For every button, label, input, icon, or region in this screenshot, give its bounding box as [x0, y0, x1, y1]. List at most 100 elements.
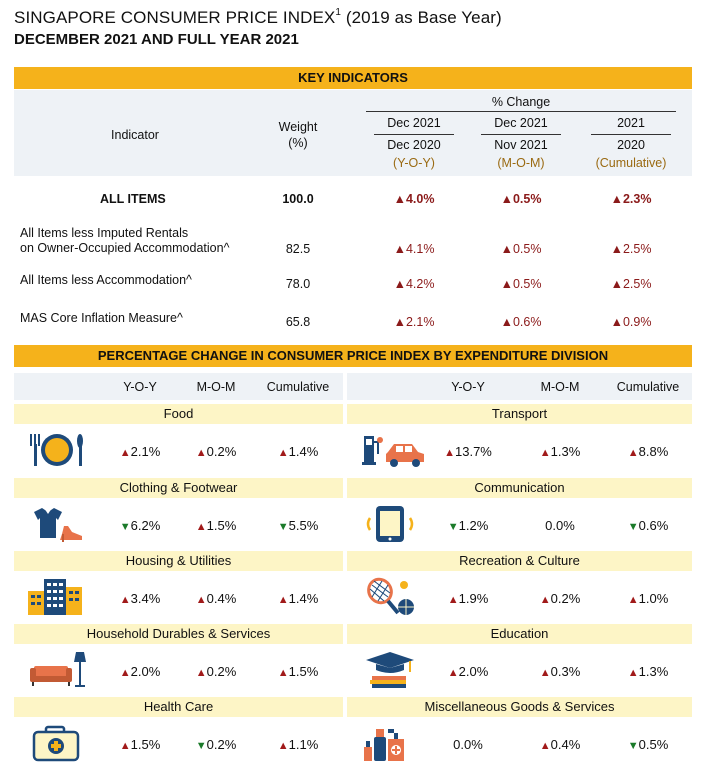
change-value: 0.5% [638, 737, 669, 752]
division-change: 0.0% [428, 737, 508, 752]
up-arrow-icon: ▲ [119, 740, 131, 752]
smartphone-icon [360, 504, 420, 549]
division-change: ▲1.0% [608, 591, 688, 606]
change-value: 0.3% [550, 664, 581, 679]
up-arrow-icon: ▲ [195, 521, 207, 533]
up-arrow-icon: ▲ [277, 447, 289, 459]
division-col-header: Cumulative [266, 380, 330, 394]
indicator-change: ▲4.1% [366, 242, 462, 256]
change-value: 1.5% [206, 518, 237, 533]
up-arrow-icon: ▲ [610, 242, 623, 256]
change-value: 0.2% [206, 444, 237, 459]
graduation-books-icon [360, 650, 420, 695]
division-name: Health Care [14, 697, 343, 717]
indicator-header: Indicator [111, 128, 159, 142]
col-header-top: Dec 2021 [387, 116, 441, 130]
header-divider [366, 111, 676, 112]
change-value: 2.1% [130, 444, 161, 459]
col-header-top: 2021 [617, 116, 645, 130]
change-value: 0.5% [512, 242, 542, 256]
division-col-header: M-O-M [196, 380, 236, 394]
weight-unit: (%) [288, 136, 308, 150]
division-change: ▲2.0% [100, 664, 180, 679]
up-arrow-icon: ▲ [393, 315, 406, 329]
up-arrow-icon: ▲ [447, 667, 459, 679]
col-header-top: Dec 2021 [494, 116, 548, 130]
up-arrow-icon: ▲ [627, 594, 639, 606]
division-change: ▼6.2% [100, 518, 180, 533]
indicator-change: ▲4.0% [366, 192, 462, 206]
division-change: ▲2.1% [100, 444, 180, 459]
indicator-change: ▲2.1% [366, 315, 462, 329]
change-value: 2.0% [130, 664, 161, 679]
change-value: 0.4% [550, 737, 581, 752]
col-header-base: 2020 [617, 138, 645, 152]
change-value: 0.0% [453, 737, 483, 752]
change-value: 2.5% [622, 242, 652, 256]
down-arrow-icon: ▼ [277, 521, 289, 533]
change-value: 1.4% [288, 591, 319, 606]
indicator-name-line2: on Owner-Occupied Accommodation^ [20, 241, 230, 255]
col-header-divider [481, 134, 561, 135]
report-subtitle: DECEMBER 2021 AND FULL YEAR 2021 [14, 31, 299, 48]
up-arrow-icon: ▲ [500, 192, 513, 206]
col-header-kind: (Y-O-Y) [393, 156, 435, 170]
food-plate-icon [26, 430, 86, 475]
up-arrow-icon: ▲ [539, 740, 551, 752]
division-change: ▲0.2% [520, 591, 600, 606]
change-value: 3.4% [130, 591, 161, 606]
indicator-change: ▲0.5% [473, 277, 569, 291]
division-change: ▲0.2% [176, 664, 256, 679]
indicator-weight: 65.8 [285, 315, 311, 329]
key-indicators-bar: KEY INDICATORS [14, 67, 692, 89]
change-value: 8.8% [638, 444, 669, 459]
change-value: 0.2% [206, 737, 237, 752]
division-name: Housing & Utilities [14, 551, 343, 571]
division-name: Communication [347, 478, 692, 498]
up-arrow-icon: ▲ [119, 594, 131, 606]
up-arrow-icon: ▲ [444, 447, 455, 459]
up-arrow-icon: ▲ [610, 315, 623, 329]
division-change: ▲0.2% [176, 444, 256, 459]
division-change: ▲1.5% [258, 664, 338, 679]
change-value: 0.2% [206, 664, 237, 679]
col-header-kind: (Cumulative) [595, 156, 667, 170]
division-change: ▲2.0% [428, 664, 508, 679]
change-value: 1.3% [638, 664, 669, 679]
change-value: 0.6% [638, 518, 669, 533]
division-change: ▲13.7% [428, 444, 508, 459]
up-arrow-icon: ▲ [119, 667, 131, 679]
division-change: ▲1.4% [258, 444, 338, 459]
division-change: ▲1.9% [428, 591, 508, 606]
building-icon [26, 577, 86, 622]
change-value: 0.0% [545, 518, 575, 533]
division-change: ▲1.5% [176, 518, 256, 533]
division-change: ▲1.1% [258, 737, 338, 752]
down-arrow-icon: ▼ [195, 740, 207, 752]
col-header-divider [591, 134, 671, 135]
change-value: 4.2% [405, 277, 435, 291]
racket-ball-icon [360, 577, 420, 622]
indicator-weight: 82.5 [285, 242, 311, 256]
change-value: 2.1% [405, 315, 435, 329]
col-header-base: Dec 2020 [387, 138, 441, 152]
division-header-bg [14, 373, 692, 400]
indicator-name: ALL ITEMS [100, 192, 166, 206]
division-change: ▼0.2% [176, 737, 256, 752]
indicator-name: All Items less Accommodation^ [20, 273, 192, 287]
down-arrow-icon: ▼ [627, 740, 639, 752]
division-change: ▼1.2% [428, 518, 508, 533]
division-change: ▲3.4% [100, 591, 180, 606]
indicator-change: ▲2.5% [583, 242, 679, 256]
change-value: 13.7% [455, 444, 492, 459]
indicator-change: ▲0.5% [473, 242, 569, 256]
division-change: ▲8.8% [608, 444, 688, 459]
col-header-base: Nov 2021 [494, 138, 548, 152]
change-value: 2.3% [622, 192, 652, 206]
up-arrow-icon: ▲ [393, 192, 406, 206]
change-value: 4.0% [405, 192, 435, 206]
up-arrow-icon: ▲ [195, 447, 207, 459]
up-arrow-icon: ▲ [539, 594, 551, 606]
medical-kit-icon [26, 723, 86, 768]
division-change: ▼0.6% [608, 518, 688, 533]
